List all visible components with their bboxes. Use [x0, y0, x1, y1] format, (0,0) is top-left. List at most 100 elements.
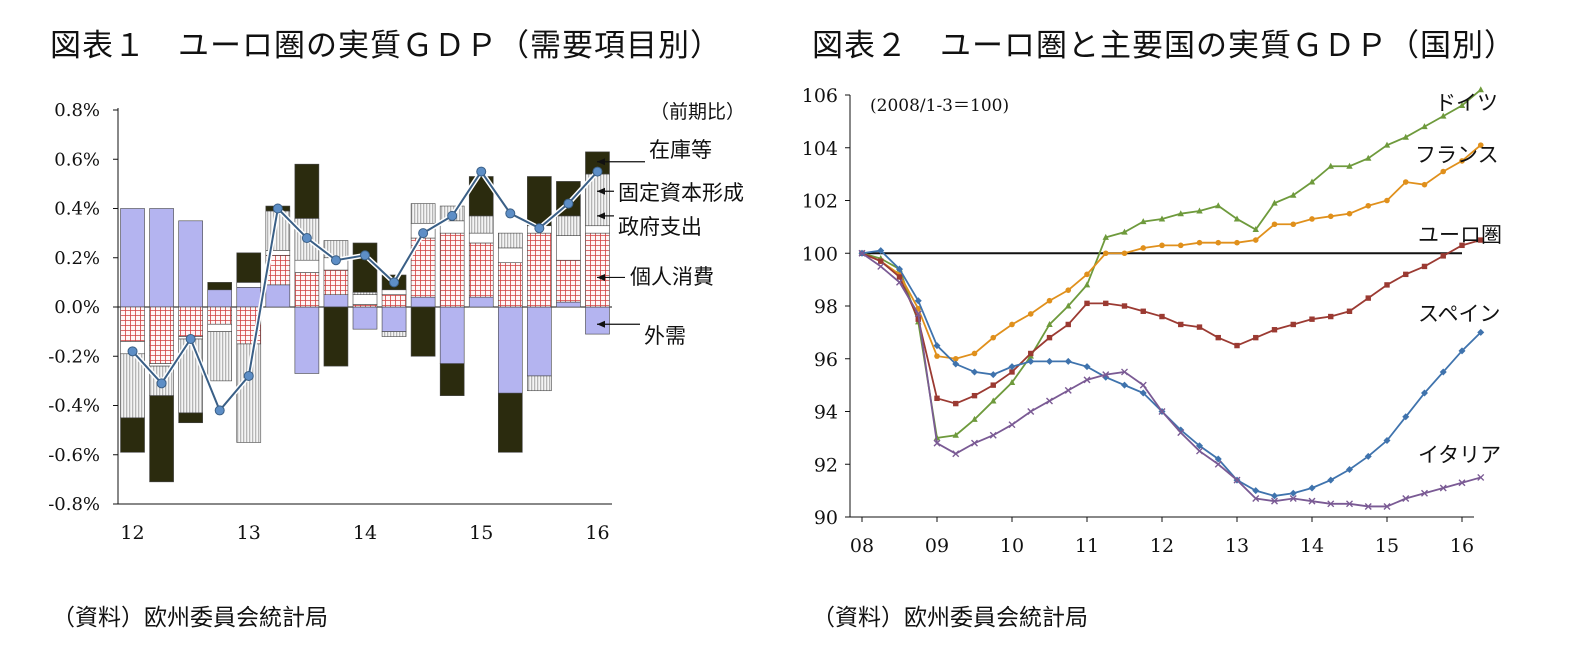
- chart2-line-フランス: [861, 144, 1482, 360]
- chart2-point-フランス: [1215, 239, 1222, 246]
- chart2-point-フランス: [990, 334, 997, 341]
- chart1-bar-個人消費: [585, 232, 610, 308]
- chart2-point-イタリア: [1046, 397, 1053, 405]
- chart2-ytick-label: 106: [802, 85, 838, 107]
- chart2-point-フランス: [1140, 245, 1147, 251]
- chart2-point-ドイツ: [990, 397, 997, 404]
- chart2-point-ユーロ圏: [1178, 321, 1184, 328]
- chart2-point-イタリア: [1439, 484, 1447, 492]
- chart2-point-ユーロ圏: [1046, 334, 1053, 341]
- chart1-bar-外需: [149, 208, 174, 308]
- chart2-point-イタリア: [1477, 473, 1485, 481]
- chart2-point-フランス: [1421, 181, 1428, 188]
- chart1-ytick-label: 0.6%: [54, 149, 100, 170]
- chart2-point-フランス: [1102, 250, 1109, 257]
- chart2-point-ユーロ圏: [896, 274, 903, 280]
- chart2-label-イタリア: イタリア: [1418, 443, 1501, 467]
- chart1-bar-個人消費: [294, 272, 320, 308]
- chart2-point-スペイン: [1327, 476, 1335, 484]
- chart1-xtick-label: 12: [120, 522, 144, 544]
- chart2-point-フランス: [1177, 242, 1184, 249]
- chart2-point-スペイン: [952, 360, 960, 368]
- chart2-point-フランス: [1440, 168, 1447, 175]
- chart2-point-フランス: [971, 350, 978, 357]
- chart1-legend-在庫等: 在庫等: [649, 138, 712, 162]
- chart2-point-イタリア: [1121, 368, 1128, 376]
- chart1-ytick-label: 0.8%: [54, 100, 100, 121]
- chart2-point-スペイン: [1477, 328, 1485, 336]
- chart2-point-ドイツ: [1271, 199, 1278, 206]
- chart2-point-イタリア: [1346, 500, 1353, 508]
- chart2-point-ドイツ: [1215, 202, 1222, 209]
- chart2-line-イタリア: [861, 252, 1481, 508]
- chart1-gdp-point: [243, 370, 254, 381]
- chart2-point-スペイン: [1271, 492, 1278, 500]
- chart2-point-イタリア: [1083, 376, 1091, 384]
- chart2-point-イタリア: [1177, 429, 1185, 437]
- chart2-point-フランス: [1271, 221, 1278, 228]
- chart2-point-イタリア: [1458, 479, 1466, 487]
- chart2-source: （資料）欧州委員会統計局: [812, 605, 1088, 631]
- chart1-bar-個人消費: [439, 232, 465, 308]
- chart1-xtick-label: 14: [353, 522, 377, 544]
- chart2-point-ユーロ圏: [934, 395, 940, 402]
- chart2-ytick-label: 102: [802, 191, 838, 213]
- chart2-point-イタリア: [1214, 460, 1222, 468]
- chart1-gdp-point: [534, 223, 545, 234]
- chart2-point-ドイツ: [1083, 281, 1091, 288]
- chart1-bar-固定資本形成: [236, 343, 262, 443]
- chart1-bar-個人消費: [120, 306, 145, 342]
- chart1-bar-固定資本形成: [497, 232, 523, 249]
- chart2-point-ドイツ: [1252, 226, 1259, 233]
- chart1-bar-外需: [497, 306, 523, 394]
- chart2-label-ドイツ: ドイツ: [1435, 91, 1498, 115]
- chart2-point-ユーロ圏: [1403, 271, 1409, 278]
- chart2-point-ユーロ圏: [1196, 324, 1203, 330]
- chart2-point-スペイン: [1027, 357, 1035, 365]
- chart1-legend-arrowhead: [597, 320, 605, 328]
- chart1-ytick-label: -0.8%: [48, 494, 100, 515]
- chart2-point-イタリア: [914, 310, 922, 318]
- chart2-point-イタリア: [1027, 408, 1035, 415]
- chart2-point-ユーロ圏: [1478, 237, 1484, 243]
- chart2-point-ユーロ圏: [878, 258, 884, 264]
- chart2-point-ドイツ: [1233, 215, 1241, 222]
- chart1-bar-個人消費: [527, 232, 552, 308]
- chart2-point-ユーロ圏: [1271, 327, 1278, 333]
- chart1-bar-個人消費: [323, 269, 349, 295]
- chart2-point-スペイン: [1139, 389, 1147, 397]
- chart1-bar-固定資本形成: [527, 375, 552, 392]
- chart2-point-スペイン: [877, 247, 885, 255]
- chart2-point-ドイツ: [1383, 141, 1391, 148]
- chart2-point-ユーロ圏: [1009, 369, 1015, 375]
- chart2-point-フランス: [952, 355, 959, 362]
- chart1-gdp-point: [156, 378, 167, 389]
- chart1-legend-arrowhead: [597, 158, 605, 166]
- chart2-xtick-label: 13: [1225, 535, 1249, 557]
- chart2-point-イタリア: [1327, 500, 1335, 508]
- chart2-point-イタリア: [1402, 495, 1410, 503]
- chart2-point-イタリア: [1421, 489, 1428, 497]
- chart2-point-ユーロ圏: [1028, 350, 1034, 357]
- chart1-bar-個人消費: [497, 262, 523, 308]
- chart2-point-ユーロ圏: [1121, 303, 1128, 309]
- chart2-point-イタリア: [989, 431, 997, 439]
- chart2-point-ドイツ: [1065, 302, 1072, 309]
- chart2-point-フランス: [1290, 221, 1297, 228]
- chart2-point-イタリア: [1233, 476, 1241, 484]
- chart1-ytick-label: -0.6%: [48, 445, 100, 466]
- chart2-point-スペイン: [1289, 489, 1297, 497]
- chart2-line-ドイツ: [861, 89, 1482, 439]
- chart1-gdp-point: [592, 166, 603, 177]
- chart2-point-スペイン: [1308, 484, 1316, 492]
- chart1-bar-外需: [120, 208, 145, 308]
- chart1-gdp-point: [330, 255, 341, 266]
- chart1-unit-label: （前期比）: [650, 101, 745, 123]
- chart2-ytick-label: 100: [802, 243, 838, 265]
- chart2-point-フランス: [1009, 321, 1015, 328]
- chart2-point-スペイン: [971, 368, 978, 376]
- chart2-point-ドイツ: [1308, 178, 1316, 185]
- chart1-bar-在庫等: [120, 417, 145, 453]
- chart2-xtick-label: 16: [1450, 535, 1474, 557]
- chart2-xtick-label: 10: [1000, 535, 1024, 557]
